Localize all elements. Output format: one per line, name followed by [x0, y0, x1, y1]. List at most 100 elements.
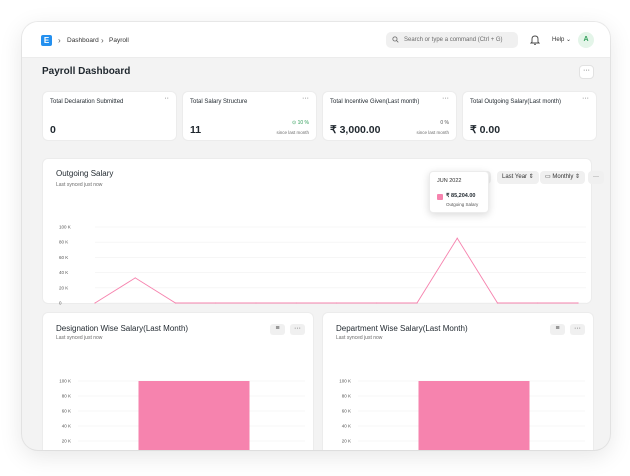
chevron-updown-icon: ⇕: [575, 174, 581, 180]
chart-subtitle: Last synced just now: [56, 182, 103, 188]
designation-salary-chart-card: Designation Wise Salary(Last Month) Last…: [42, 312, 314, 450]
y-tick-label: 100 K: [339, 379, 351, 384]
chevron-down-icon: ⌄: [566, 37, 572, 43]
data-point: [174, 302, 177, 304]
number-card-declaration: Total Declaration Submitted ·· 0: [42, 91, 177, 141]
chart-title: Department Wise Salary(Last Month): [336, 324, 468, 333]
page-title: Payroll Dashboard: [42, 66, 131, 77]
chart-menu-button[interactable]: ···: [290, 324, 305, 335]
data-point: [416, 302, 418, 304]
card-value: ₹ 0.00: [470, 124, 501, 136]
y-tick-label: 20 K: [62, 439, 71, 444]
card-menu-button[interactable]: ···: [582, 95, 589, 102]
card-title: Total Salary Structure: [190, 99, 248, 105]
data-point: [134, 277, 136, 279]
card-title: Total Incentive Given(Last month): [330, 99, 420, 105]
y-tick-label: 40 K: [59, 270, 68, 275]
bell-icon[interactable]: [530, 34, 540, 45]
card-stat-value: 10 %: [297, 120, 309, 126]
search-input[interactable]: Search or type a command (Ctrl + G): [386, 32, 518, 48]
breadcrumb-dashboard[interactable]: Dashboard: [67, 37, 99, 44]
y-tick-label: 100 K: [59, 225, 71, 230]
chart-tooltip: JUN 2022 ₹ 85,204.00 Outgoing Salary: [429, 171, 489, 213]
number-card-salary-structure: Total Salary Structure ··· 11 ⊙ 10 % sin…: [182, 91, 317, 141]
y-tick-label: 80 K: [62, 394, 71, 399]
chevron-updown-icon: ⇕: [528, 174, 534, 180]
y-tick-label: 60 K: [62, 409, 71, 414]
chart-title: Outgoing Salary: [56, 169, 114, 178]
search-placeholder: Search or type a command (Ctrl + G): [404, 37, 503, 43]
data-point: [456, 237, 458, 239]
chart-subtitle: Last synced just now: [56, 335, 103, 341]
help-dropdown[interactable]: Help ⌄: [552, 35, 571, 46]
data-point: [255, 302, 257, 304]
card-menu-button[interactable]: ···: [442, 95, 449, 102]
interval-select-value: Monthly: [552, 174, 574, 180]
filter-button[interactable]: ≡: [550, 324, 565, 335]
y-tick-label: 0: [59, 301, 62, 306]
chart-menu-button[interactable]: ···: [570, 324, 585, 335]
chevron-right-icon: ›: [101, 36, 104, 45]
card-title: Total Outgoing Salary(Last month): [470, 99, 562, 105]
y-tick-label: 80 K: [342, 394, 351, 399]
outgoing-salary-chart-card: Outgoing Salary Last synced just now Las…: [42, 158, 604, 306]
series-line-outgoing-salary: [94, 237, 578, 304]
help-label: Help: [552, 37, 565, 43]
data-point: [94, 302, 96, 304]
card-since: since last month: [276, 130, 309, 135]
bar: [418, 381, 530, 450]
filter-button[interactable]: ≡: [270, 324, 285, 335]
number-card-incentive: Total Incentive Given(Last month) ··· ₹ …: [322, 91, 457, 141]
y-tick-label: 100 K: [59, 379, 71, 384]
data-point: [537, 302, 539, 304]
card-stat: 0 %: [440, 120, 449, 126]
range-select[interactable]: Last Year ⇕: [497, 171, 539, 184]
card-menu-button[interactable]: ···: [302, 95, 309, 102]
top-navbar: E › Dashboard › Payroll Search or type a…: [22, 22, 610, 58]
card-menu-button[interactable]: ··: [164, 95, 169, 102]
bar: [138, 381, 250, 450]
chart-title: Designation Wise Salary(Last Month): [56, 324, 189, 333]
tooltip-series-name: Outgoing Salary: [446, 202, 479, 207]
y-tick-label: 60 K: [59, 255, 68, 260]
tooltip-value: ₹ 85,204.00: [446, 193, 476, 199]
data-point: [295, 302, 297, 304]
card-value: ₹ 3,000.00: [330, 124, 381, 136]
card-title: Total Declaration Submitted: [50, 99, 124, 105]
app-window: E › Dashboard › Payroll Search or type a…: [22, 22, 610, 450]
data-point: [496, 302, 499, 304]
data-point: [376, 302, 378, 304]
y-tick-label: 60 K: [342, 409, 351, 414]
data-point: [577, 302, 579, 304]
breadcrumb-payroll[interactable]: Payroll: [109, 37, 129, 44]
avatar[interactable]: A: [578, 32, 594, 48]
filter-icon: ≡: [555, 325, 560, 332]
chart-menu-button[interactable]: ···: [588, 171, 604, 184]
y-tick-label: 40 K: [342, 424, 351, 429]
interval-select[interactable]: ▭ Monthly ⇕: [540, 171, 586, 184]
card-value: 11: [190, 124, 202, 136]
card-value: 0: [50, 124, 56, 136]
card-since: since last month: [416, 130, 449, 135]
number-card-outgoing-salary: Total Outgoing Salary(Last month) ··· ₹ …: [462, 91, 597, 141]
data-point: [335, 302, 338, 304]
y-tick-label: 40 K: [62, 424, 71, 429]
app-logo[interactable]: E: [41, 35, 52, 46]
department-salary-chart-card: Department Wise Salary(Last Month) Last …: [322, 312, 594, 450]
y-tick-label: 20 K: [59, 285, 68, 290]
y-tick-label: 80 K: [59, 240, 68, 245]
page-menu-button[interactable]: ···: [579, 65, 594, 79]
range-select-value: Last Year: [502, 174, 528, 180]
tooltip-swatch: [437, 194, 443, 200]
chart-subtitle: Last synced just now: [336, 335, 383, 341]
trend-up-icon: ⊙: [292, 120, 298, 126]
chevron-right-icon: ›: [58, 36, 61, 45]
tooltip-title: JUN 2022: [437, 178, 462, 184]
search-icon: [392, 36, 399, 43]
y-tick-label: 20 K: [342, 439, 351, 444]
calendar-icon: ▭: [545, 174, 553, 180]
filter-icon: ≡: [275, 325, 280, 332]
